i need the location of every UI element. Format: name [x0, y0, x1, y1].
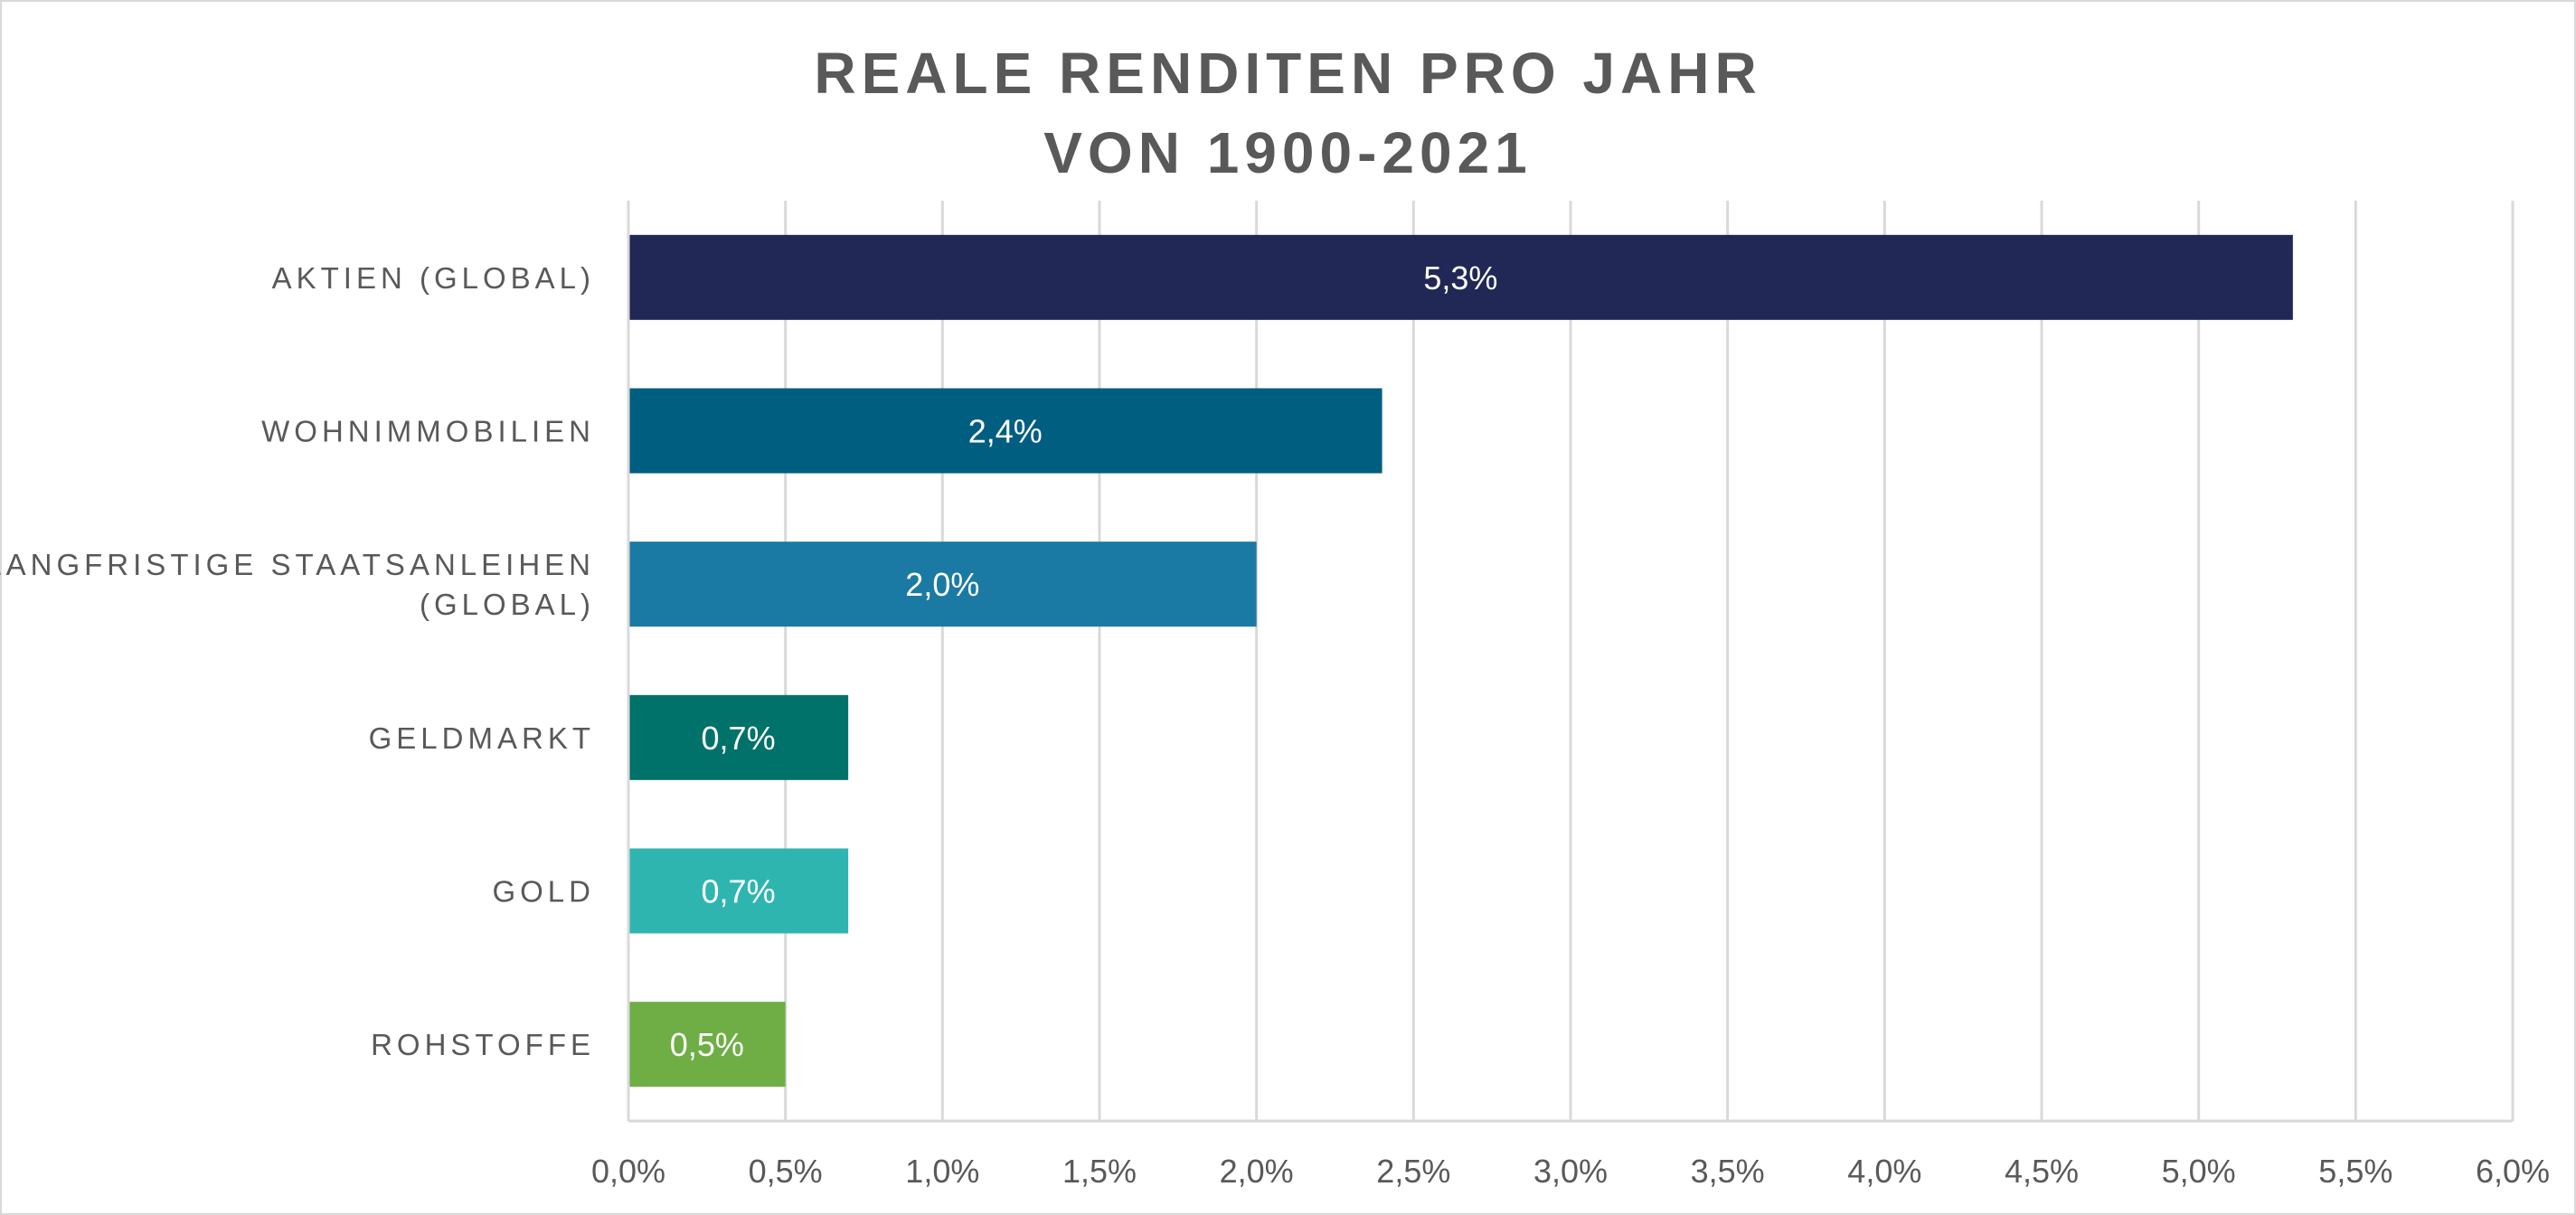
- data-label: 5,3%: [1423, 259, 1497, 297]
- x-tick-label: 1,5%: [1062, 1153, 1137, 1190]
- x-tick-label: 4,0%: [1847, 1153, 1921, 1190]
- data-label: 2,4%: [968, 413, 1043, 450]
- bar: [628, 388, 1382, 474]
- data-label: 0,7%: [702, 873, 776, 910]
- chart-title-line-1: REALE RENDITEN PRO JAHR: [814, 41, 1762, 106]
- data-label: 2,0%: [905, 566, 979, 603]
- x-tick-label: 5,0%: [2162, 1153, 2236, 1190]
- x-tick-label: 0,5%: [749, 1153, 823, 1190]
- category-label: AKTIEN (GLOBAL): [272, 261, 595, 295]
- x-tick-label: 5,5%: [2318, 1153, 2392, 1190]
- x-tick-label: 0,0%: [591, 1153, 665, 1190]
- bar: [628, 542, 1257, 627]
- data-label: 0,5%: [670, 1026, 744, 1063]
- category-label: (GLOBAL): [420, 588, 595, 621]
- x-tick-label: 2,0%: [1220, 1153, 1294, 1190]
- x-tick-label: 1,0%: [905, 1153, 979, 1190]
- category-label: GELDMARKT: [369, 721, 595, 755]
- category-label: WOHNIMMOBILIEN: [261, 415, 595, 448]
- category-label: LANGFRISTIGE STAATSANLEIHEN: [0, 548, 595, 581]
- bar: [628, 234, 2293, 320]
- chart-title-line-2: VON 1900-2021: [1043, 120, 1533, 185]
- category-label: ROHSTOFFE: [371, 1028, 595, 1061]
- data-label: 0,7%: [702, 720, 776, 757]
- bar: [628, 1002, 786, 1088]
- bar: [628, 848, 849, 934]
- x-tick-label: 4,5%: [2005, 1153, 2079, 1190]
- bar: [628, 694, 849, 780]
- category-label: GOLD: [492, 875, 595, 909]
- x-tick-label: 3,5%: [1691, 1153, 1765, 1190]
- x-tick-label: 2,5%: [1376, 1153, 1450, 1190]
- x-tick-label: 6,0%: [2476, 1153, 2550, 1190]
- x-tick-label: 3,0%: [1533, 1153, 1608, 1190]
